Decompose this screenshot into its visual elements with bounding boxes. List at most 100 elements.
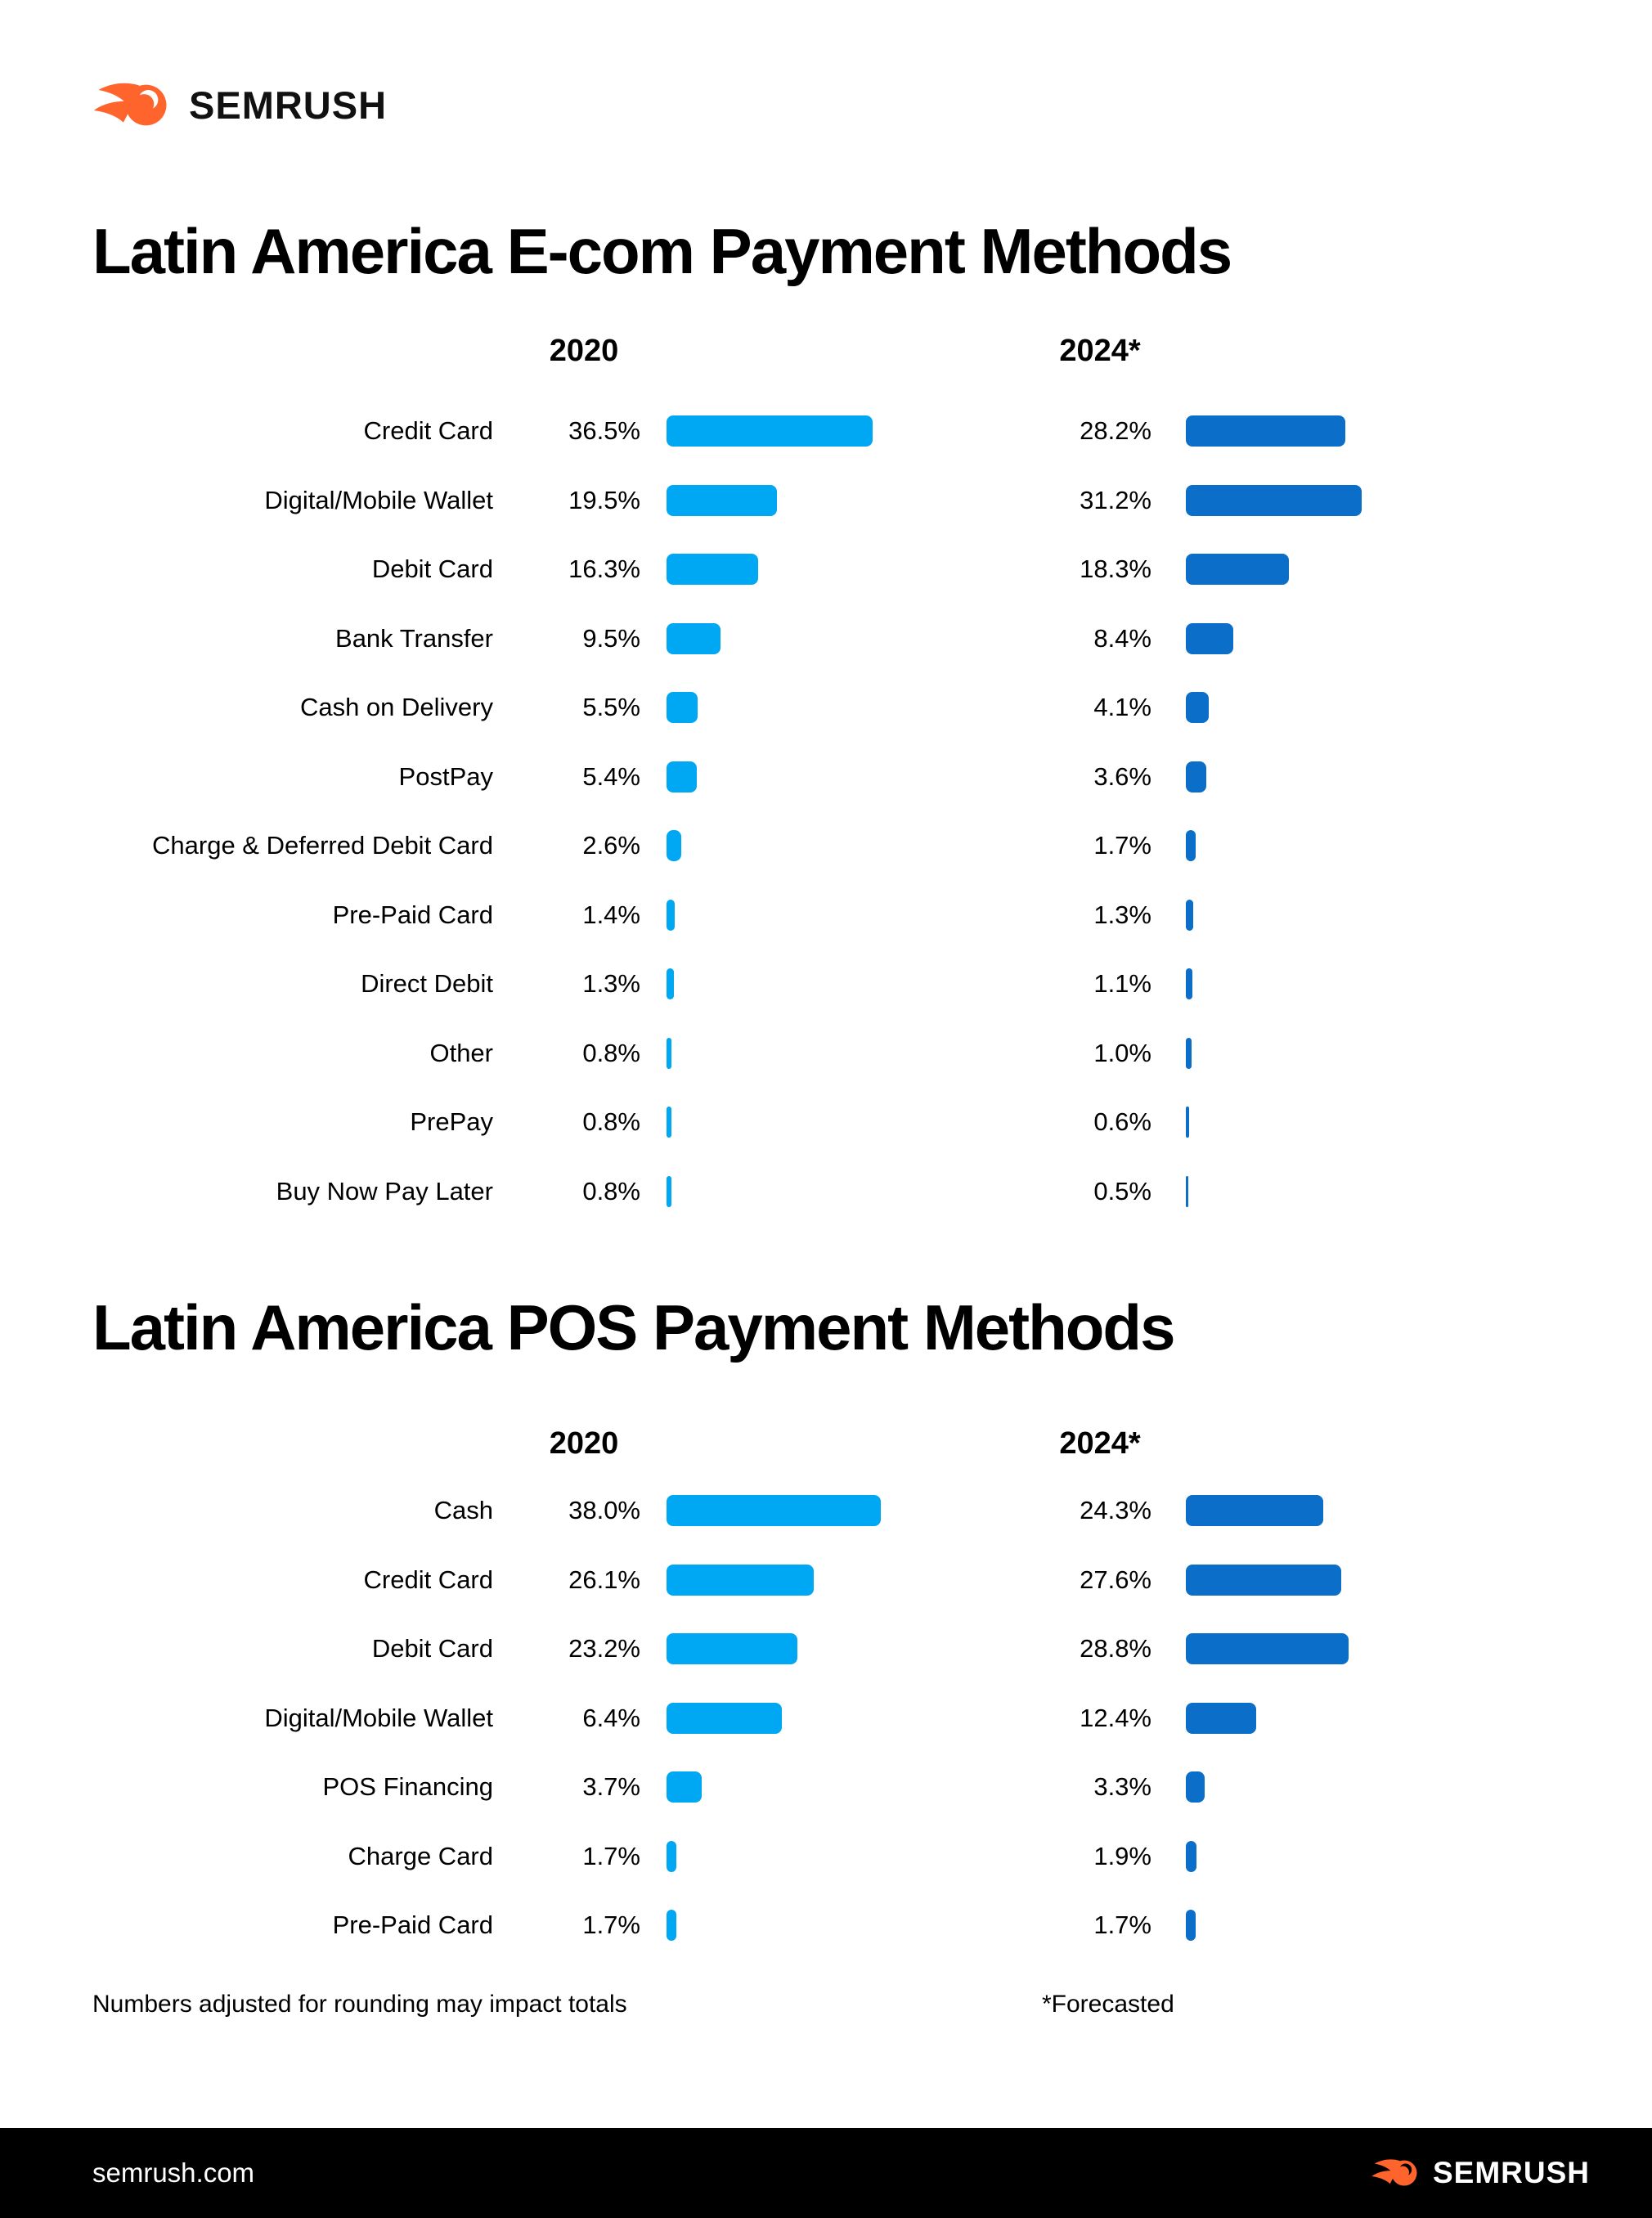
value-2024: 1.7% (1093, 1910, 1151, 1940)
table-row: Direct Debit 1.3% 1.1% (82, 950, 1652, 1019)
bar-2020 (667, 1495, 882, 1527)
table-row: Pre-Paid Card 1.4% 1.3% (82, 881, 1652, 950)
value-2020: 0.8% (582, 1107, 640, 1137)
method-label: Direct Debit (361, 969, 493, 999)
value-2020: 26.1% (568, 1565, 640, 1594)
bar-cell-2024 (1186, 1037, 1652, 1069)
bar-2024 (1186, 1840, 1197, 1872)
table-row: Digital/Mobile Wallet 6.4% 12.4% (82, 1684, 1652, 1753)
method-label: Credit Card (363, 416, 494, 446)
method-label: Debit Card (371, 554, 493, 584)
value-2020: 0.8% (582, 1038, 640, 1067)
value-2024: 4.1% (1093, 693, 1151, 722)
bar-2024 (1186, 1910, 1196, 1942)
bar-cell-2020 (667, 1564, 936, 1596)
ecom-header-2024: 2024* (1059, 334, 1141, 368)
bar-2020 (667, 968, 674, 1000)
value-2020: 6.4% (582, 1703, 640, 1732)
bar-cell-2020 (667, 830, 936, 862)
table-row: PostPay 5.4% 3.6% (82, 743, 1652, 812)
table-row: Digital/Mobile Wallet 19.5% 31.2% (82, 466, 1652, 536)
method-label: POS Financing (322, 1772, 494, 1802)
bar-2024 (1186, 1564, 1342, 1596)
pos-header-2020: 2020 (549, 1426, 619, 1461)
bar-2020 (667, 1840, 676, 1872)
bar-2024 (1186, 692, 1210, 724)
bar-cell-2020 (667, 1910, 936, 1942)
bar-cell-2024 (1186, 761, 1652, 792)
method-label: Charge & Deferred Debit Card (152, 831, 493, 860)
table-row: Credit Card 36.5% 28.2% (82, 397, 1652, 466)
value-2020: 0.8% (582, 1176, 640, 1206)
table-row: Other 0.8% 1.0% (82, 1019, 1652, 1089)
bar-cell-2020 (667, 761, 936, 792)
bar-cell-2024 (1186, 1175, 1652, 1207)
table-row: Cash on Delivery 5.5% 4.1% (82, 673, 1652, 743)
bar-cell-2020 (667, 484, 936, 516)
semrush-logo: SEMRUSH (92, 80, 387, 130)
value-2024: 1.1% (1093, 969, 1151, 999)
method-label: Cash on Delivery (299, 693, 493, 722)
value-2020: 5.5% (582, 693, 640, 722)
method-label: Debit Card (371, 1634, 493, 1664)
pos-chart-rows: Cash 38.0% 24.3% Credit Card 26.1% 27.6%… (82, 1476, 1652, 1960)
value-2020: 1.7% (582, 1841, 640, 1870)
bar-cell-2024 (1186, 968, 1652, 1000)
footer-url: semrush.com (92, 2157, 255, 2188)
bar-cell-2024 (1186, 830, 1652, 862)
value-2024: 24.3% (1080, 1496, 1151, 1525)
bar-2020 (667, 692, 698, 724)
ecom-header-2020: 2020 (549, 334, 619, 368)
bar-cell-2024 (1186, 1771, 1652, 1803)
bar-2024 (1186, 1107, 1190, 1138)
bar-2024 (1186, 1495, 1323, 1527)
bar-2020 (667, 1564, 815, 1596)
method-label: Pre-Paid Card (332, 900, 493, 929)
bar-2020 (667, 1175, 671, 1207)
value-2024: 31.2% (1080, 485, 1151, 514)
bar-cell-2024 (1186, 1840, 1652, 1872)
value-2020: 19.5% (568, 485, 640, 514)
value-2024: 1.0% (1093, 1038, 1151, 1067)
bar-cell-2020 (667, 968, 936, 1000)
table-row: Charge Card 1.7% 1.9% (82, 1822, 1652, 1892)
bar-cell-2020 (667, 1107, 936, 1138)
value-2024: 27.6% (1080, 1565, 1151, 1594)
bar-2020 (667, 554, 759, 586)
method-label: Cash (433, 1496, 493, 1525)
bar-2024 (1186, 1633, 1349, 1665)
value-2020: 36.5% (568, 416, 640, 446)
value-2024: 18.3% (1080, 554, 1151, 584)
method-label: Charge Card (348, 1841, 493, 1870)
bar-2024 (1186, 1037, 1192, 1069)
bar-2024 (1186, 415, 1345, 447)
bar-cell-2020 (667, 1771, 936, 1803)
forecast-footnote: *Forecasted (1042, 1991, 1174, 2018)
semrush-logo-text: SEMRUSH (189, 83, 388, 127)
table-row: PrePay 0.8% 0.6% (82, 1088, 1652, 1157)
bar-cell-2024 (1186, 622, 1652, 654)
bar-cell-2020 (667, 1037, 936, 1069)
bar-cell-2020 (667, 554, 936, 586)
bar-2020 (667, 1702, 782, 1734)
method-label: PostPay (398, 761, 493, 791)
method-label: Bank Transfer (335, 623, 493, 653)
value-2024: 1.7% (1093, 831, 1151, 860)
bar-cell-2024 (1186, 1495, 1652, 1527)
bar-2024 (1186, 1175, 1189, 1207)
bar-2020 (667, 761, 698, 792)
pos-chart-title: Latin America POS Payment Methods (92, 1291, 1175, 1363)
value-2020: 5.4% (582, 761, 640, 791)
table-row: Pre-Paid Card 1.7% 1.7% (82, 1891, 1652, 1960)
footer-bar: semrush.com SEMRUSH (0, 2128, 1652, 2218)
bar-2024 (1186, 484, 1362, 516)
bar-2024 (1186, 1702, 1256, 1734)
value-2024: 0.6% (1093, 1107, 1151, 1137)
value-2020: 38.0% (568, 1496, 640, 1525)
bar-2020 (667, 830, 681, 862)
bar-cell-2024 (1186, 1633, 1652, 1665)
value-2024: 28.8% (1080, 1634, 1151, 1664)
bar-cell-2024 (1186, 1107, 1652, 1138)
table-row: Buy Now Pay Later 0.8% 0.5% (82, 1157, 1652, 1227)
pos-header-2024: 2024* (1059, 1426, 1141, 1461)
